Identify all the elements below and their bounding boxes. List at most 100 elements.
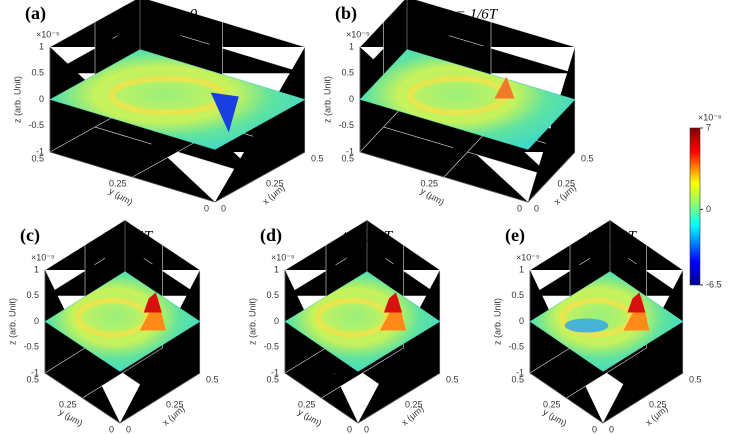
x-tick-label: 0.25 xyxy=(266,178,284,188)
z-tick-label: -1 xyxy=(36,146,44,156)
x-tick-label: 0.5 xyxy=(206,374,219,384)
y-tick-label: 0 xyxy=(517,203,522,213)
x-tick-label: 0.5 xyxy=(311,153,324,163)
panel-title: t = 0 xyxy=(168,6,198,22)
surface-peak-top xyxy=(383,292,402,313)
x-tick-label: 0.5 xyxy=(581,153,594,163)
x-tick-label: 0.25 xyxy=(405,399,423,409)
panel-label: (b) xyxy=(335,3,357,24)
surface-peak-top xyxy=(143,292,162,313)
z-tick-label: 0.5 xyxy=(266,290,279,300)
z-tick-label: 0 xyxy=(34,316,39,326)
surface-peak-top xyxy=(627,292,646,313)
z-tick-label: -0.5 xyxy=(338,120,354,130)
surface-dip xyxy=(564,318,609,333)
y-axis-label: y (μm) xyxy=(541,407,568,429)
colorbar xyxy=(689,127,701,286)
grid-line xyxy=(49,0,306,48)
y-tick-label: 0 xyxy=(204,203,209,213)
y-tick-label: 0 xyxy=(592,424,597,434)
exponent-label: ×10⁻⁵ xyxy=(516,252,540,262)
x-tick-label: 0 xyxy=(609,424,614,434)
z-tick-label: -0.5 xyxy=(23,342,39,352)
y-axis-label: y (μm) xyxy=(296,407,323,429)
y-tick-label: 0.25 xyxy=(59,399,77,409)
colorbar-tick-label: -6.5 xyxy=(706,279,722,289)
panel-label: (a) xyxy=(25,3,46,24)
surface xyxy=(284,271,441,372)
z-tick-label: 0 xyxy=(39,94,44,104)
panel-label: (e) xyxy=(505,225,525,246)
y-tick-label: 0.25 xyxy=(543,399,561,409)
z-axis-label: z (arb. Unit) xyxy=(7,298,17,345)
y-tick-label: 0.5 xyxy=(26,374,39,384)
x-tick-label: 0.25 xyxy=(558,178,576,188)
z-tick-label: -0.5 xyxy=(28,120,44,130)
z-tick-label: 0.5 xyxy=(31,68,44,78)
panel-title: t = 1/2T xyxy=(587,228,638,244)
z-tick-label: -0.5 xyxy=(508,342,524,352)
y-tick-label: 0.5 xyxy=(31,153,44,163)
surface xyxy=(359,49,576,150)
y-axis-label: y (μm) xyxy=(57,407,84,429)
x-tick-label: 0.5 xyxy=(689,374,702,384)
z-tick-label: 1 xyxy=(519,264,524,274)
x-tick-label: 0.5 xyxy=(446,374,459,384)
z-axis-label: z (arb. Unit) xyxy=(492,298,502,345)
z-tick-label: -1 xyxy=(516,367,524,377)
surface xyxy=(49,49,306,150)
surface-ring xyxy=(315,297,390,338)
y-tick-label: 0 xyxy=(347,424,352,434)
colorbar-tick-label: 7 xyxy=(706,122,711,132)
y-tick-label: 0.25 xyxy=(420,178,438,188)
z-tick-label: -0.5 xyxy=(263,342,279,352)
z-tick-label: 1 xyxy=(39,41,44,51)
panel-title: t = 1/6T xyxy=(448,6,499,22)
surface-ring xyxy=(75,297,150,338)
z-tick-label: 0.5 xyxy=(341,68,354,78)
x-tick-label: 0 xyxy=(221,203,226,213)
y-tick-label: 0.5 xyxy=(511,374,524,384)
colorbar-exponent: ×10⁻⁶ xyxy=(698,112,722,122)
z-tick-label: 0 xyxy=(274,316,279,326)
y-tick-label: 0.25 xyxy=(298,399,316,409)
colorbar-tick-label: 0 xyxy=(706,204,711,214)
z-tick-label: 1 xyxy=(274,264,279,274)
y-tick-label: 0.5 xyxy=(341,153,354,163)
y-tick-label: 0.5 xyxy=(266,374,279,384)
z-tick-label: 0 xyxy=(349,94,354,104)
y-axis-label: y (μm) xyxy=(107,186,134,208)
z-tick-label: 0 xyxy=(519,316,524,326)
panel-label: (d) xyxy=(260,225,282,246)
panel-title: t = 1/3T xyxy=(343,228,394,244)
surface-dip xyxy=(210,92,239,133)
x-tick-label: 0.25 xyxy=(649,399,667,409)
z-axis-label: z (arb. Unit) xyxy=(247,298,257,345)
z-tick-label: -1 xyxy=(271,367,279,377)
z-tick-label: 0.5 xyxy=(511,290,524,300)
panel-title: t = 1/4T xyxy=(103,228,154,244)
surface-peak xyxy=(494,76,515,99)
exponent-label: ×10⁻⁵ xyxy=(346,29,370,39)
exponent-label: ×10⁻⁵ xyxy=(36,29,60,39)
panel-label: (c) xyxy=(20,225,40,246)
x-tick-label: 0 xyxy=(534,203,539,213)
surface xyxy=(44,271,201,372)
x-tick-label: 0.25 xyxy=(166,399,184,409)
z-tick-label: 1 xyxy=(34,264,39,274)
z-tick-label: -1 xyxy=(31,367,39,377)
z-tick-label: -1 xyxy=(346,146,354,156)
y-tick-label: 0 xyxy=(109,424,114,434)
exponent-label: ×10⁻⁵ xyxy=(271,252,295,262)
z-axis-label: z (arb. Unit) xyxy=(322,76,332,123)
y-axis-label: y (μm) xyxy=(419,186,446,208)
x-tick-label: 0 xyxy=(364,424,369,434)
z-axis-label: z (arb. Unit) xyxy=(12,76,22,123)
surface xyxy=(529,271,684,372)
z-tick-label: 1 xyxy=(349,41,354,51)
z-tick-label: 0.5 xyxy=(26,290,39,300)
exponent-label: ×10⁻⁵ xyxy=(31,252,55,262)
y-tick-label: 0.25 xyxy=(109,178,127,188)
surface-ring xyxy=(559,297,634,338)
